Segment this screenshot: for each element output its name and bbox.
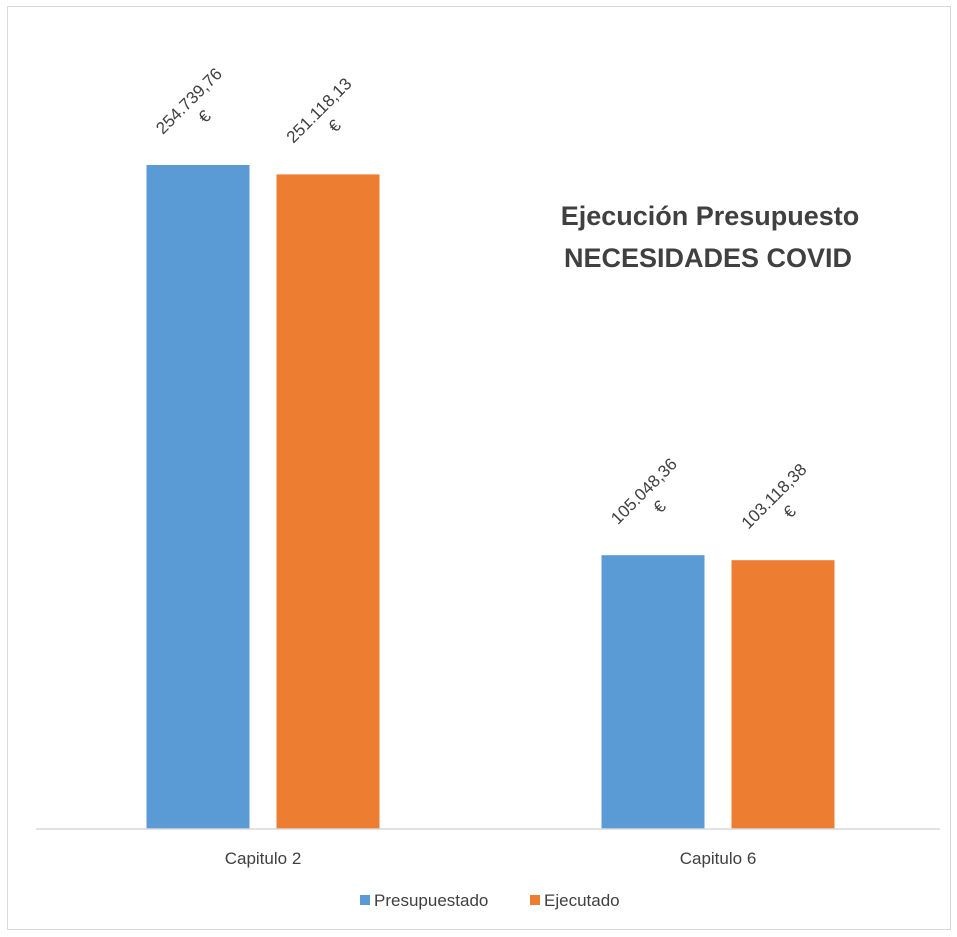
chart-title-line-1: Ejecución Presupuesto [561, 201, 860, 231]
chart-title-line-2: NECESIDADES COVID [564, 243, 852, 273]
legend-item-ejecutado: Ejecutado [530, 891, 620, 910]
bar-presupuestado-2 [601, 555, 705, 829]
data-label-value: 251.118,13 [283, 74, 356, 147]
bar-presupuestado-1 [146, 165, 250, 829]
data-labels-layer: 254.739,76€ 251.118,13€105.048,36€ 103.118… [152, 64, 811, 533]
data-label-value: 105.048,36 [607, 455, 681, 529]
legend-swatch [530, 895, 540, 905]
data-label-unit: € [195, 106, 216, 127]
data-label-presupuestado-1: 254.739,76€ [152, 64, 226, 138]
data-label-value: 103.118,38 [738, 460, 811, 533]
legend-label: Presupuestado [374, 891, 488, 910]
legend: Presupuestado Ejecutado [360, 891, 620, 910]
legend-item-presupuestado: Presupuestado [360, 891, 488, 910]
category-labels: Capitulo 2 Capitulo 6 [225, 849, 757, 868]
bar-ejecutado-1 [276, 174, 380, 829]
data-label-unit: € [650, 496, 671, 517]
data-label-value: 254.739,76 [152, 64, 226, 138]
bar-ejecutado-2 [731, 560, 835, 829]
bars-layer [146, 165, 835, 829]
category-label-2: Capitulo 6 [680, 849, 757, 868]
data-label-presupuestado-2: 105.048,36€ [607, 455, 681, 529]
category-label-1: Capitulo 2 [225, 849, 302, 868]
data-label-unit: € [780, 501, 801, 522]
data-label-ejecutado-2: 103.118,38€ [738, 460, 811, 533]
legend-label: Ejecutado [544, 891, 620, 910]
legend-swatch [360, 895, 370, 905]
data-label-ejecutado-1: 251.118,13€ [283, 74, 356, 147]
data-label-unit: € [325, 116, 346, 137]
